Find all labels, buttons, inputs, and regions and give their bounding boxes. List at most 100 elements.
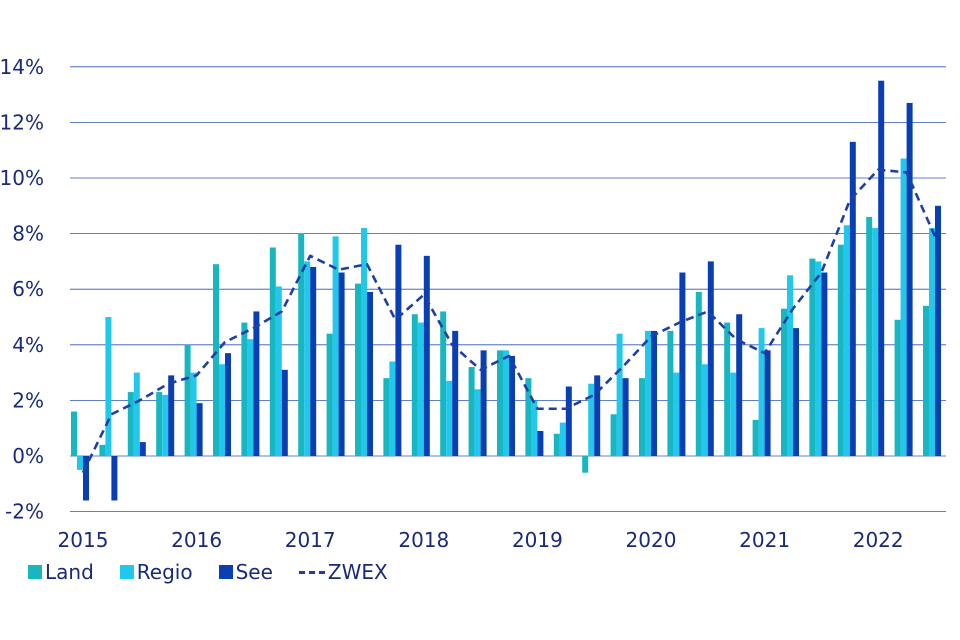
bar-see xyxy=(253,311,260,456)
bar-land xyxy=(781,308,787,456)
y-tick-label: 8% xyxy=(12,222,44,246)
bar-regio xyxy=(503,350,509,456)
bar-see xyxy=(849,141,856,457)
bar-regio xyxy=(361,228,367,456)
bar-land xyxy=(695,291,702,456)
x-tick-label: 2020 xyxy=(626,528,677,552)
x-tick-label: 2021 xyxy=(739,528,790,552)
bar-regio xyxy=(275,286,282,456)
y-tick-label: 10% xyxy=(0,166,44,190)
bar-land xyxy=(468,367,475,456)
bar-regio xyxy=(531,400,538,456)
bars xyxy=(71,80,941,501)
bar-see xyxy=(594,375,601,456)
bar-see xyxy=(878,80,885,456)
bar-land xyxy=(582,456,589,473)
legend-label-land: Land xyxy=(45,560,94,584)
bar-see xyxy=(480,350,487,456)
bar-regio xyxy=(162,394,169,456)
bar-see xyxy=(338,272,345,456)
bar-land xyxy=(894,319,901,456)
legend-swatch-land xyxy=(28,565,42,579)
bar-land xyxy=(553,433,560,456)
bar-regio xyxy=(588,383,595,456)
bar-regio xyxy=(900,158,907,457)
bar-see xyxy=(707,261,714,456)
legend-item-land: Land xyxy=(28,560,94,584)
bar-regio xyxy=(559,422,566,456)
bar-land xyxy=(639,378,645,456)
bar-see xyxy=(651,330,657,456)
bar-regio xyxy=(843,225,850,456)
legend-label-zwex: ZWEX xyxy=(327,560,388,584)
bar-land xyxy=(355,283,361,456)
bar-see xyxy=(281,369,288,456)
bar-regio xyxy=(758,328,765,456)
zwex-line-layer xyxy=(81,168,937,474)
bar-land xyxy=(724,322,731,456)
bar-see xyxy=(793,328,799,456)
x-tick-label: 2016 xyxy=(171,528,222,552)
x-tick-label: 2019 xyxy=(512,528,563,552)
bar-regio xyxy=(787,275,793,456)
y-tick-label: 6% xyxy=(12,277,44,301)
y-tick-label: 12% xyxy=(0,110,44,134)
legend-label-see: See xyxy=(235,560,273,584)
bar-land xyxy=(298,233,305,456)
bar-see xyxy=(168,375,175,456)
bar-regio xyxy=(389,361,396,456)
bar-land xyxy=(127,392,134,456)
bar-see xyxy=(196,403,203,456)
y-tick-label: 0% xyxy=(12,444,44,468)
bar-regio xyxy=(701,364,708,456)
y-tick-label: 4% xyxy=(12,333,44,357)
bar-see xyxy=(367,291,373,456)
bar-land xyxy=(866,216,873,456)
bar-regio xyxy=(332,236,339,456)
bar-see xyxy=(395,244,402,456)
bar-see xyxy=(537,430,544,456)
legend-item-regio: Regio xyxy=(119,560,193,584)
bar-land xyxy=(269,247,276,456)
bar-see xyxy=(622,378,629,456)
bar-land xyxy=(99,444,106,456)
bar-see xyxy=(565,386,572,456)
bar-land xyxy=(184,344,191,456)
bar-regio xyxy=(730,372,737,456)
bar-land xyxy=(809,258,816,456)
bar-regio xyxy=(616,333,623,456)
bar-land xyxy=(752,419,759,456)
bar-land xyxy=(525,378,532,456)
bar-regio xyxy=(77,456,83,470)
bar-see xyxy=(509,355,515,456)
bar-regio xyxy=(190,372,197,456)
bar-see xyxy=(764,350,771,456)
bar-see xyxy=(310,266,317,456)
bar-regio xyxy=(417,322,424,456)
bar-regio xyxy=(219,364,225,456)
bar-see xyxy=(736,314,743,456)
legend-label-regio: Regio xyxy=(136,560,193,584)
x-tick-label: 2015 xyxy=(58,528,109,552)
legend: Land Regio See ZWEX xyxy=(28,557,414,587)
bar-see xyxy=(111,456,118,501)
bar-regio xyxy=(133,372,140,456)
bar-regio xyxy=(446,380,453,456)
bar-land xyxy=(383,378,390,456)
x-tick-label: 2022 xyxy=(853,528,904,552)
bar-land xyxy=(837,244,844,456)
bar-land xyxy=(923,305,929,456)
legend-item-see: See xyxy=(218,560,273,584)
line-zwex xyxy=(81,168,937,474)
y-tick-label: 2% xyxy=(12,388,44,412)
x-tick-label: 2017 xyxy=(285,528,336,552)
bar-land xyxy=(213,264,219,456)
y-tick-label: -2% xyxy=(5,500,44,524)
bar-see xyxy=(821,272,828,456)
bar-see xyxy=(423,255,430,456)
legend-item-zwex: ZWEX xyxy=(298,560,388,584)
legend-swatch-regio xyxy=(119,565,134,579)
legend-swatch-see xyxy=(218,565,233,579)
bar-land xyxy=(497,350,503,456)
bar-see xyxy=(225,353,231,456)
